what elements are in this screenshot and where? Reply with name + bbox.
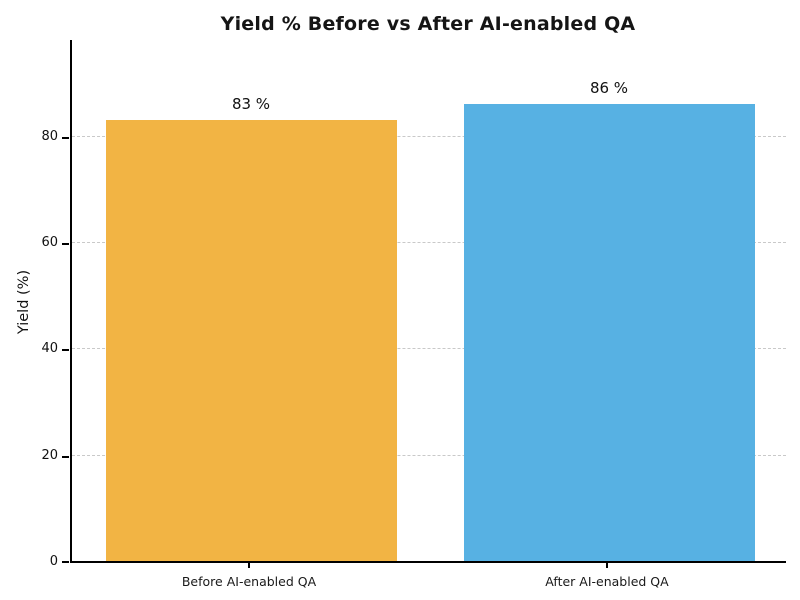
x-tick-mark [248, 563, 250, 568]
gridline [72, 348, 786, 350]
y-tick-label: 40 [41, 341, 58, 357]
bar-value-label: 83 % [231, 94, 271, 113]
y-tick-mark [62, 455, 69, 458]
y-tick-label: 0 [49, 554, 58, 569]
x-tick-label: Before AI-enabled QA [181, 574, 317, 589]
y-tick-mark [62, 136, 69, 139]
x-tick-label: After AI-enabled QA [545, 574, 669, 589]
plot-area: 83 % 86 % [70, 40, 786, 563]
y-tick-label: 20 [41, 447, 58, 463]
y-tick-label: 60 [41, 235, 58, 251]
bar-value-label: 86 % [589, 78, 629, 97]
y-tick-mark [62, 561, 69, 563]
bar [463, 103, 755, 561]
gridline [72, 135, 786, 137]
chart-title: Yield % Before vs After AI-enabled QA [220, 13, 636, 35]
y-tick-mark [62, 349, 69, 352]
gridline [72, 454, 786, 456]
gridline [72, 242, 786, 244]
y-tick-mark [62, 243, 69, 246]
bar [105, 119, 397, 561]
y-tick-label: 80 [41, 128, 58, 144]
x-tick-mark [606, 563, 608, 568]
